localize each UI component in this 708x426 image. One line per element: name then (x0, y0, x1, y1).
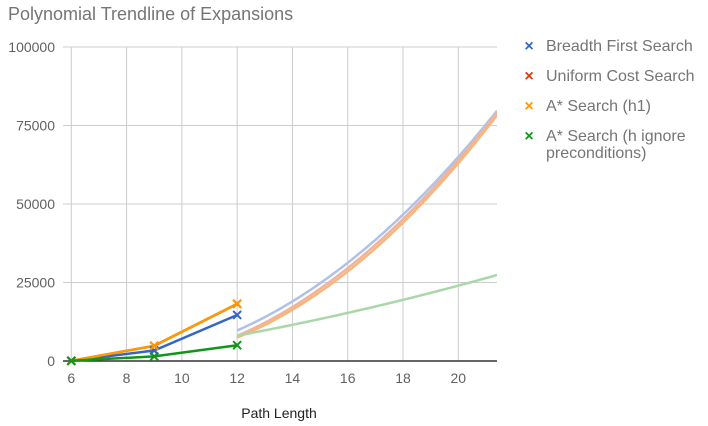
grid (63, 46, 497, 362)
legend-item: × Breadth First Search (522, 38, 708, 56)
series-line-3 (71, 343, 238, 363)
x-tick-label: 6 (67, 370, 75, 386)
tick-labels: 6 8 10 12 14 16 18 20 0 25000 50000 75000 100000 (8, 39, 466, 386)
x-tick-label: 16 (340, 370, 356, 386)
trendline-0 (236, 110, 497, 332)
data-point (232, 310, 242, 320)
legend-label: A* Search (h1) (546, 98, 651, 115)
x-axis-label: Path Length (241, 405, 317, 421)
series-line-2 (71, 302, 238, 363)
trendline-1 (236, 111, 497, 338)
legend-item: × A* Search (h ignore preconditions) (522, 128, 708, 162)
y-tick-label: 0 (47, 353, 55, 369)
trendline-3 (236, 273, 497, 337)
trendline-2 (236, 114, 497, 339)
series-lines (71, 302, 238, 363)
series-line-1 (71, 302, 238, 363)
x-tick-label: 8 (123, 370, 131, 386)
x-tick-label: 18 (395, 370, 411, 386)
data-point (66, 356, 77, 366)
y-tick-label: 75000 (16, 118, 55, 134)
legend-label: Breadth First Search (546, 38, 693, 55)
legend-marker-icon: × (524, 68, 534, 85)
legend-label: A* Search (h ignore preconditions) (546, 128, 686, 162)
x-tick-label: 20 (451, 370, 467, 386)
data-point (149, 341, 159, 351)
chart-title: Polynomial Trendline of Expansions (8, 4, 294, 24)
legend-marker-icon: × (524, 38, 534, 55)
x-tick-label: 12 (229, 370, 245, 386)
y-tick-label: 100000 (8, 39, 55, 55)
legend: × Breadth First Search × Uniform Cost Searc… (522, 38, 708, 174)
data-point (232, 299, 242, 309)
data-point (232, 340, 242, 350)
legend-label: Uniform Cost Search (546, 68, 695, 85)
data-point (149, 351, 159, 362)
data-points (66, 299, 242, 366)
legend-marker-icon: × (524, 98, 534, 115)
x-tick-label: 10 (174, 370, 190, 386)
legend-marker-icon: × (524, 128, 534, 145)
legend-item: × A* Search (h1) (522, 98, 708, 116)
x-tick-label: 14 (285, 370, 301, 386)
series-line-0 (71, 313, 238, 363)
legend-item: × Uniform Cost Search (522, 68, 708, 86)
y-tick-label: 25000 (16, 275, 55, 291)
y-tick-label: 50000 (16, 196, 55, 212)
trendlines (236, 110, 497, 339)
